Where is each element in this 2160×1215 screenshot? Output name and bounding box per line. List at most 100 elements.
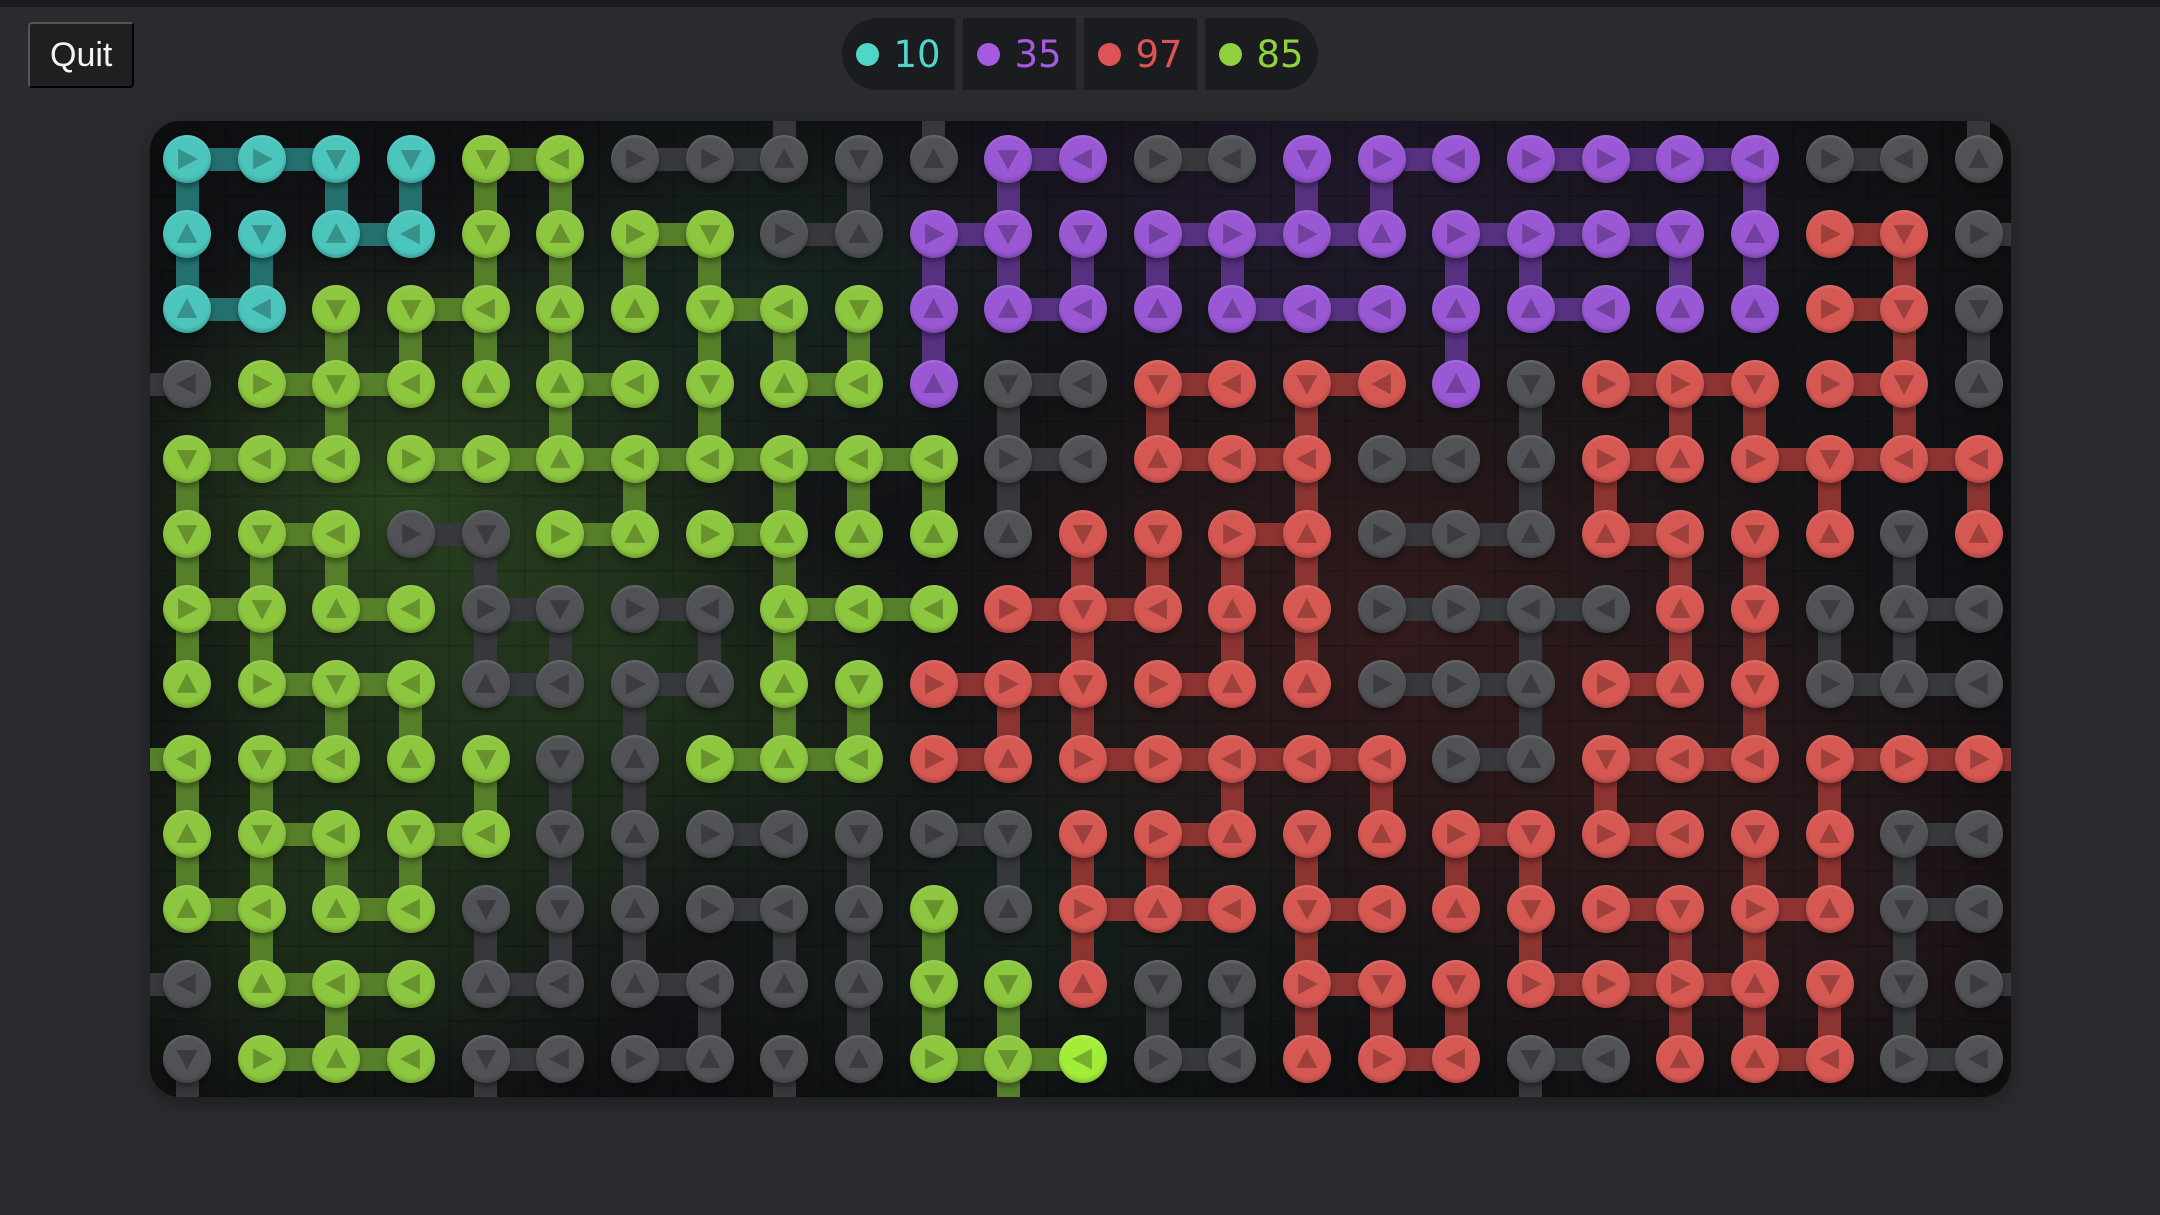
grid-node[interactable] [760, 135, 809, 183]
grid-node[interactable] [1282, 735, 1331, 783]
grid-node[interactable] [610, 435, 659, 483]
grid-node[interactable] [685, 510, 734, 558]
grid-node[interactable] [685, 660, 734, 708]
grid-node[interactable] [1656, 960, 1705, 1008]
grid-node[interactable] [834, 585, 883, 633]
grid-node[interactable] [1805, 135, 1854, 183]
grid-node[interactable] [1730, 585, 1779, 633]
grid-node[interactable] [386, 810, 435, 858]
grid-node[interactable] [1133, 810, 1182, 858]
grid-node[interactable] [1880, 585, 1929, 633]
grid-node[interactable] [536, 285, 585, 333]
grid-node[interactable] [1954, 960, 2003, 1008]
grid-node[interactable] [536, 360, 585, 408]
grid-node[interactable] [984, 735, 1033, 783]
grid-node[interactable] [610, 135, 659, 183]
grid-node[interactable] [1805, 435, 1854, 483]
grid-node[interactable] [984, 1035, 1033, 1083]
grid-node[interactable] [984, 885, 1033, 933]
grid-node[interactable] [834, 960, 883, 1008]
grid-node[interactable] [760, 1035, 809, 1083]
grid-node[interactable] [163, 660, 211, 708]
grid-node[interactable] [1581, 510, 1630, 558]
grid-node[interactable] [1805, 585, 1854, 633]
grid-node[interactable] [834, 360, 883, 408]
grid-node[interactable] [536, 135, 585, 183]
grid-node[interactable] [1432, 810, 1481, 858]
grid-node[interactable] [1730, 210, 1779, 258]
grid-node[interactable] [1357, 735, 1406, 783]
grid-node[interactable] [1208, 510, 1257, 558]
grid-node[interactable] [1357, 435, 1406, 483]
grid-node[interactable] [461, 510, 510, 558]
grid-node[interactable] [1282, 435, 1331, 483]
grid-node[interactable] [536, 735, 585, 783]
grid-node[interactable] [760, 360, 809, 408]
grid-node[interactable] [1954, 510, 2003, 558]
grid-node[interactable] [1208, 435, 1257, 483]
grid-node[interactable] [163, 885, 211, 933]
grid-node[interactable] [1058, 210, 1107, 258]
grid-node[interactable] [1805, 810, 1854, 858]
grid-node[interactable] [909, 360, 958, 408]
grid-node[interactable] [1357, 585, 1406, 633]
grid-node[interactable] [1656, 810, 1705, 858]
grid-node[interactable] [1058, 360, 1107, 408]
grid-node[interactable] [610, 285, 659, 333]
grid-node[interactable] [1133, 960, 1182, 1008]
grid-node[interactable] [685, 360, 734, 408]
grid-node[interactable] [1880, 360, 1929, 408]
grid-node[interactable] [163, 810, 211, 858]
grid-node[interactable] [1506, 210, 1555, 258]
grid-node[interactable] [461, 735, 510, 783]
grid-node[interactable] [163, 435, 211, 483]
grid-node[interactable] [834, 285, 883, 333]
grid-node[interactable] [984, 285, 1033, 333]
grid-node[interactable] [1730, 285, 1779, 333]
grid-node[interactable] [237, 885, 286, 933]
grid-node[interactable] [1880, 885, 1929, 933]
grid-node[interactable] [909, 1035, 958, 1083]
grid-node[interactable] [536, 435, 585, 483]
grid-node[interactable] [1058, 510, 1107, 558]
grid-node[interactable] [461, 135, 510, 183]
grid-node[interactable] [1954, 660, 2003, 708]
grid-node[interactable] [1432, 360, 1481, 408]
grid-node[interactable] [1058, 885, 1107, 933]
grid-node[interactable] [685, 960, 734, 1008]
grid-node[interactable] [1805, 885, 1854, 933]
grid-node[interactable] [312, 660, 361, 708]
grid-node[interactable] [1805, 1035, 1854, 1083]
grid-node[interactable] [461, 660, 510, 708]
grid-node[interactable] [1880, 660, 1929, 708]
grid-node[interactable] [237, 585, 286, 633]
grid-node[interactable] [909, 135, 958, 183]
grid-node[interactable] [1805, 510, 1854, 558]
grid-node[interactable] [163, 960, 211, 1008]
grid-node[interactable] [610, 585, 659, 633]
grid-node[interactable] [1432, 135, 1481, 183]
grid-node[interactable] [909, 435, 958, 483]
grid-node[interactable] [984, 810, 1033, 858]
grid-node[interactable] [1656, 660, 1705, 708]
grid-node[interactable] [685, 210, 734, 258]
grid-node[interactable] [1805, 360, 1854, 408]
grid-node[interactable] [1357, 810, 1406, 858]
grid-node[interactable] [760, 885, 809, 933]
grid-node[interactable] [1282, 660, 1331, 708]
grid-node[interactable] [1058, 810, 1107, 858]
grid-node[interactable] [834, 810, 883, 858]
grid-node[interactable] [386, 660, 435, 708]
grid-node[interactable] [909, 885, 958, 933]
grid-node[interactable] [1954, 585, 2003, 633]
grid-node[interactable] [312, 135, 361, 183]
grid-node[interactable] [834, 660, 883, 708]
grid-node[interactable] [1208, 585, 1257, 633]
grid-node[interactable] [312, 585, 361, 633]
grid-node[interactable] [909, 735, 958, 783]
grid-node[interactable] [1208, 285, 1257, 333]
grid-node[interactable] [834, 1035, 883, 1083]
grid-node[interactable] [461, 360, 510, 408]
grid-node[interactable] [1357, 885, 1406, 933]
grid-node[interactable] [163, 735, 211, 783]
